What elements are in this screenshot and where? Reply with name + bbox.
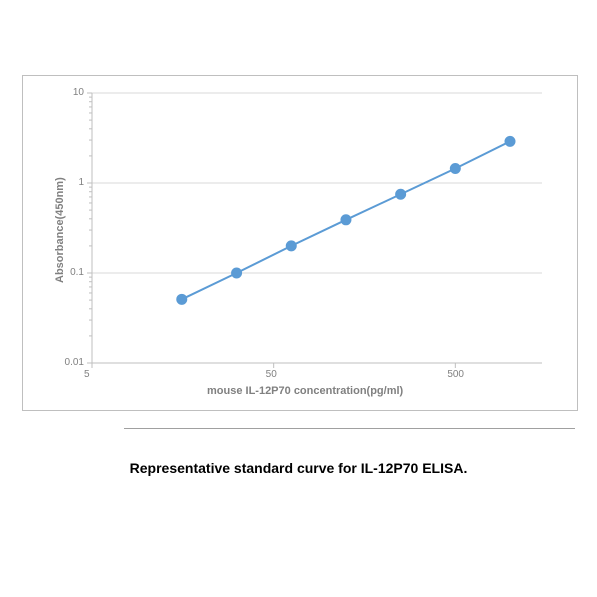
y-axis-label: Absorbance(450nm) bbox=[54, 177, 66, 283]
x-axis-label: mouse IL-12P70 concentration(pg/ml) bbox=[207, 385, 403, 397]
y-tick-label: 0.01 bbox=[65, 357, 84, 368]
y-tick-label: 0.1 bbox=[70, 267, 84, 278]
y-tick-label: 10 bbox=[73, 87, 84, 98]
x-tick-label: 5 bbox=[84, 369, 90, 380]
x-tick-label: 50 bbox=[266, 369, 277, 380]
chart-svg bbox=[0, 0, 597, 597]
chart-caption: Representative standard curve for IL-12P… bbox=[0, 460, 597, 476]
x-tick-label: 500 bbox=[447, 369, 464, 380]
y-tick-label: 1 bbox=[78, 177, 84, 188]
divider-line bbox=[124, 428, 575, 429]
